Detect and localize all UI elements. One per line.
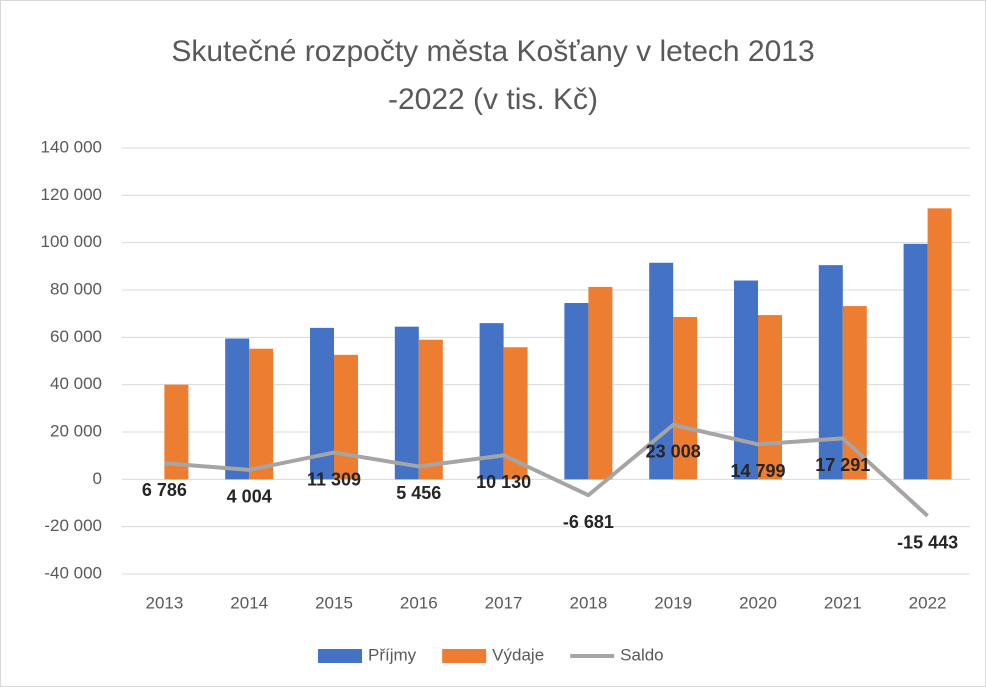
x-tick-label: 2021 xyxy=(824,593,862,612)
bar xyxy=(225,338,250,480)
bar xyxy=(842,306,867,480)
bar xyxy=(818,265,843,480)
y-tick-label: 80 000 xyxy=(50,279,102,298)
x-tick-label: 2020 xyxy=(739,593,777,612)
bar xyxy=(418,339,443,480)
data-label: 6 786 xyxy=(142,480,187,500)
x-tick-label: 2013 xyxy=(145,593,183,612)
x-tick-label: 2017 xyxy=(485,593,523,612)
legend-swatch xyxy=(318,649,362,663)
bar xyxy=(927,208,952,480)
x-tick-label: 2019 xyxy=(654,593,692,612)
bar xyxy=(673,316,698,480)
data-label: -6 681 xyxy=(563,512,614,532)
bar xyxy=(394,326,419,480)
bar xyxy=(758,315,782,480)
y-tick-label: -20 000 xyxy=(44,516,102,535)
y-tick-label: 40 000 xyxy=(50,374,102,393)
bar xyxy=(734,280,758,480)
y-tick-label: 60 000 xyxy=(50,327,102,346)
data-label: 17 291 xyxy=(815,455,870,475)
data-label: 11 309 xyxy=(307,469,361,489)
bar xyxy=(503,347,528,480)
x-tick-label: 2018 xyxy=(569,593,607,612)
bar xyxy=(334,354,358,480)
line xyxy=(164,422,929,518)
y-tick-label: -40 000 xyxy=(44,563,102,582)
data-label: 10 130 xyxy=(476,472,531,492)
legend-swatch xyxy=(442,649,487,663)
y-tick-label: 20 000 xyxy=(50,421,102,440)
data-label: 5 456 xyxy=(396,483,441,503)
data-label: 23 008 xyxy=(646,442,701,462)
legend-label: Výdaje xyxy=(492,645,544,664)
x-tick-label: 2022 xyxy=(909,593,947,612)
y-tick-label: 0 xyxy=(93,469,102,488)
data-label: 14 799 xyxy=(730,461,785,481)
legend-label: Příjmy xyxy=(368,645,417,664)
legend-label: Saldo xyxy=(620,645,663,664)
bar xyxy=(479,323,504,480)
chart-title: Skutečné rozpočty města Košťany v letech… xyxy=(171,35,815,116)
y-tick-label: 120 000 xyxy=(41,185,102,204)
x-tick-label: 2014 xyxy=(230,593,268,612)
x-tick-label: 2016 xyxy=(400,593,438,612)
data-label: 4 004 xyxy=(227,487,272,507)
x-tick-label: 2015 xyxy=(315,593,353,612)
y-tick-label: 100 000 xyxy=(41,232,102,251)
bar xyxy=(903,243,928,480)
bar xyxy=(588,286,613,480)
data-label: -15 443 xyxy=(897,533,958,553)
y-tick-label: 140 000 xyxy=(41,137,102,156)
bar xyxy=(249,348,274,480)
bar xyxy=(564,303,589,480)
